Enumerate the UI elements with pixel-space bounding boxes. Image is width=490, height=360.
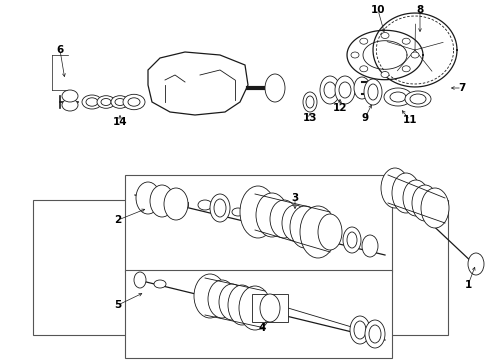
Ellipse shape — [405, 91, 431, 107]
Ellipse shape — [282, 205, 308, 241]
Ellipse shape — [403, 180, 429, 216]
Text: 7: 7 — [458, 83, 466, 93]
Ellipse shape — [412, 185, 438, 221]
Ellipse shape — [369, 325, 381, 343]
Ellipse shape — [351, 52, 359, 58]
Ellipse shape — [354, 321, 366, 339]
Ellipse shape — [390, 92, 406, 102]
Text: 11: 11 — [403, 115, 417, 125]
Ellipse shape — [82, 95, 102, 109]
Ellipse shape — [347, 232, 357, 248]
Bar — [125, 175, 392, 272]
Ellipse shape — [198, 200, 212, 210]
Ellipse shape — [214, 199, 226, 217]
Ellipse shape — [123, 94, 145, 110]
Ellipse shape — [364, 79, 382, 105]
Ellipse shape — [468, 253, 484, 275]
Ellipse shape — [381, 168, 409, 208]
Ellipse shape — [335, 76, 355, 104]
Ellipse shape — [164, 188, 188, 220]
Text: 8: 8 — [416, 5, 424, 15]
Ellipse shape — [194, 274, 226, 318]
Ellipse shape — [402, 66, 410, 72]
Ellipse shape — [324, 82, 336, 98]
Ellipse shape — [270, 200, 298, 238]
Ellipse shape — [210, 194, 230, 222]
Ellipse shape — [303, 92, 317, 112]
Ellipse shape — [350, 316, 370, 344]
Ellipse shape — [101, 99, 111, 105]
Polygon shape — [148, 52, 248, 115]
Text: 13: 13 — [303, 113, 317, 123]
Ellipse shape — [136, 182, 160, 214]
Ellipse shape — [208, 280, 236, 318]
Ellipse shape — [256, 193, 288, 237]
Ellipse shape — [392, 173, 420, 213]
Text: 2: 2 — [114, 215, 122, 225]
Ellipse shape — [97, 96, 115, 108]
Bar — [33, 200, 448, 335]
Text: 5: 5 — [114, 300, 122, 310]
Bar — [252, 294, 288, 322]
Ellipse shape — [320, 76, 340, 104]
Ellipse shape — [410, 94, 426, 104]
Ellipse shape — [368, 84, 378, 100]
Ellipse shape — [111, 96, 129, 108]
Text: 4: 4 — [258, 323, 266, 333]
Ellipse shape — [381, 32, 389, 39]
Text: 14: 14 — [113, 117, 127, 127]
Ellipse shape — [411, 52, 419, 58]
Ellipse shape — [62, 90, 78, 102]
Ellipse shape — [260, 294, 280, 322]
Ellipse shape — [421, 188, 449, 228]
Ellipse shape — [239, 286, 271, 330]
Ellipse shape — [134, 272, 146, 288]
Ellipse shape — [354, 77, 370, 99]
Ellipse shape — [362, 235, 378, 257]
Ellipse shape — [402, 38, 410, 44]
Text: 3: 3 — [292, 193, 298, 203]
Ellipse shape — [381, 72, 389, 77]
Ellipse shape — [343, 227, 361, 253]
Ellipse shape — [265, 74, 285, 102]
Ellipse shape — [365, 320, 385, 348]
Text: 12: 12 — [333, 103, 347, 113]
Text: 1: 1 — [465, 280, 471, 290]
Ellipse shape — [306, 96, 314, 108]
Ellipse shape — [150, 185, 174, 217]
Ellipse shape — [339, 82, 351, 98]
Ellipse shape — [128, 98, 140, 106]
Ellipse shape — [154, 280, 166, 288]
Ellipse shape — [300, 206, 336, 258]
Ellipse shape — [240, 186, 276, 238]
Ellipse shape — [290, 206, 320, 248]
Ellipse shape — [86, 98, 98, 106]
Ellipse shape — [360, 66, 368, 72]
Ellipse shape — [115, 99, 125, 105]
Text: 6: 6 — [56, 45, 64, 55]
Ellipse shape — [228, 285, 256, 325]
Ellipse shape — [62, 99, 78, 111]
Ellipse shape — [318, 214, 342, 250]
Bar — [125, 270, 392, 358]
Ellipse shape — [384, 88, 412, 106]
Ellipse shape — [360, 38, 368, 44]
Ellipse shape — [232, 208, 244, 216]
Ellipse shape — [219, 284, 245, 320]
Text: 9: 9 — [362, 113, 368, 123]
Text: 10: 10 — [371, 5, 385, 15]
